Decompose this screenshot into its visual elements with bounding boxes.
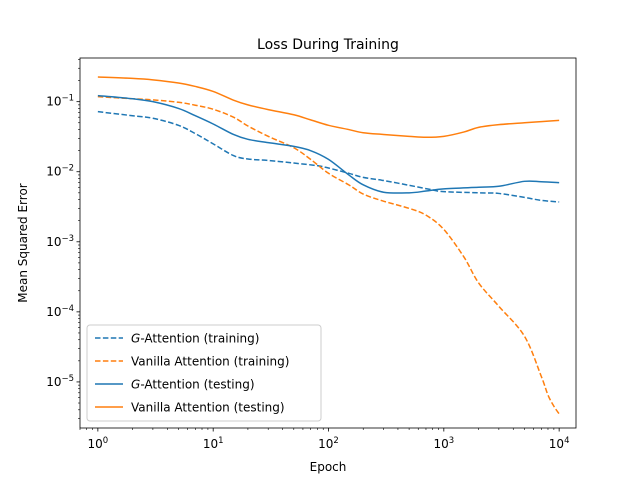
- series-line-0: [97, 110, 560, 203]
- y-tick-label-2: 10−3: [46, 234, 74, 249]
- legend-label-0: G-Attention (training): [131, 332, 259, 346]
- y-tick-label-1: 10−4: [46, 304, 74, 319]
- x-tick-label-4: 104: [549, 436, 570, 451]
- ticks-layer: 100 101 102 103 104 10−5 10−4 10−3 10−2 10−1: [46, 59, 569, 451]
- y-tick-label-0: 10−5: [46, 374, 74, 389]
- x-tick-label-1: 101: [203, 436, 224, 451]
- legend: G-Attention (training) Vanilla Attention …: [86, 324, 322, 422]
- x-tick-label-2: 102: [318, 436, 339, 451]
- series-line-2: [97, 94, 560, 194]
- legend-label-2: G-Attention (testing): [131, 378, 255, 392]
- chart-title: Loss During Training: [257, 37, 399, 53]
- legend-label-1: Vanilla Attention (training): [131, 355, 289, 369]
- y-tick-label-4: 10−1: [46, 94, 74, 109]
- x-tick-label-3: 103: [433, 436, 454, 451]
- legend-box: [86, 324, 322, 422]
- series-line-3: [97, 76, 560, 139]
- x-tick-label-0: 100: [88, 436, 109, 451]
- x-axis-label: Epoch: [310, 460, 347, 474]
- series-layer: [97, 76, 560, 415]
- y-tick-label-3: 10−2: [46, 164, 74, 179]
- plot-frame: [79, 57, 577, 429]
- y-axis-label: Mean Squared Error: [16, 183, 30, 303]
- legend-label-3: Vanilla Attention (testing): [131, 401, 285, 415]
- series-line-1: [97, 95, 560, 415]
